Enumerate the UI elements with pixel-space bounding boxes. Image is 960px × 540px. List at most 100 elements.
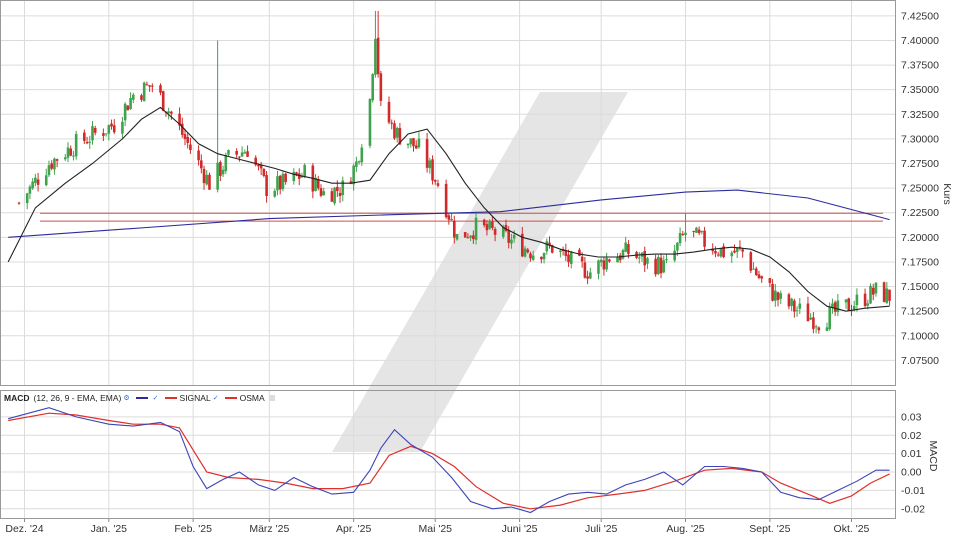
candle-body [72, 155, 75, 157]
candle-body [580, 256, 584, 262]
price-tick-label: 7.22500 [901, 207, 939, 219]
settings-icon[interactable]: ⚙ [123, 394, 130, 402]
candle-body [673, 250, 676, 261]
candle-body [412, 138, 415, 147]
candle-body [646, 258, 649, 264]
candle-body [806, 303, 810, 322]
candle-body [295, 172, 298, 176]
candle-body [564, 250, 568, 257]
candle-body [711, 248, 715, 252]
candle-body [47, 165, 51, 176]
candle-body [417, 138, 421, 148]
candle-body [637, 257, 641, 259]
candle-body [186, 137, 190, 143]
candle-body [303, 164, 306, 177]
candle-body [352, 165, 355, 185]
candle-body [521, 233, 524, 257]
candle-body [455, 233, 459, 240]
candle-body [844, 299, 848, 303]
candle-body [110, 123, 113, 127]
candle-body [738, 246, 742, 249]
check-icon[interactable]: ✓ [152, 394, 159, 402]
candle-body [714, 251, 717, 254]
candle-body [597, 260, 600, 274]
candle-body [809, 317, 812, 320]
check-icon[interactable]: ✓ [212, 394, 219, 402]
candle-body [719, 248, 723, 257]
candle-body [700, 231, 704, 233]
sma20-line [7, 106, 890, 312]
price-tick-label: 7.17500 [901, 256, 939, 268]
candle-body [703, 230, 706, 247]
panel-frames [0, 0, 896, 519]
candle-body [754, 268, 758, 275]
candle-body [885, 288, 889, 303]
candle-body [104, 133, 108, 135]
candle-body [66, 147, 70, 158]
candle-body [733, 250, 736, 253]
x-tick-label: Jan. '25 [91, 523, 128, 535]
sma200-line [8, 189, 890, 238]
candle-body [602, 260, 606, 270]
candle-body [695, 227, 698, 233]
candle-body [542, 253, 546, 260]
candle-body [148, 85, 151, 87]
candle-body [888, 289, 891, 301]
candle-body [360, 147, 364, 163]
candle-body [828, 307, 832, 330]
price-tick-label: 7.27500 [901, 158, 939, 170]
candle-body [493, 228, 497, 235]
candle-body [529, 253, 532, 259]
signal-line [8, 412, 890, 510]
candle-body [374, 38, 377, 75]
collapse-icon[interactable] [268, 394, 275, 401]
candle-body [259, 164, 263, 169]
candle-body [414, 145, 418, 149]
candle-body [659, 257, 663, 274]
candle-body [36, 179, 40, 185]
candle-body [504, 224, 508, 231]
candle-body [779, 293, 783, 299]
candle-body [183, 134, 187, 139]
macd-tick-label: -0.02 [901, 503, 925, 515]
candle-body [93, 128, 97, 133]
candle-body [357, 161, 361, 163]
price-tick-label: 7.10000 [901, 330, 939, 342]
candle-body [189, 144, 192, 151]
candle-body [795, 310, 799, 312]
candle-body [757, 274, 761, 278]
price-tick-label: 7.15000 [901, 281, 939, 293]
candle-body [17, 202, 21, 204]
macd-panel [8, 407, 890, 514]
candle-body [863, 293, 867, 306]
osma-legend-swatch [224, 396, 237, 399]
candle-body [526, 249, 530, 253]
candle-body [387, 101, 391, 123]
candle-body [681, 234, 685, 236]
candle-body [749, 252, 753, 271]
candle-body [776, 292, 780, 301]
candle-body [444, 183, 448, 218]
candle-body [833, 302, 837, 312]
candle-body [151, 85, 154, 87]
x-tick-label: Aug. '25 [666, 523, 704, 535]
candle-body [428, 160, 432, 169]
price-tick-label: 7.40000 [901, 35, 939, 47]
candle-body [741, 249, 744, 252]
macd-legend-label: MACD [4, 392, 30, 403]
candle-body [107, 125, 111, 134]
candle-body [752, 268, 755, 270]
candle-body [393, 123, 396, 139]
signal-legend-swatch [164, 396, 177, 399]
candle-body [349, 181, 353, 184]
candle-body [550, 245, 554, 253]
candle-body [63, 157, 67, 160]
candle-body [798, 303, 802, 309]
candle-body [453, 220, 456, 238]
candle-body [447, 215, 451, 220]
candle-body [31, 181, 34, 189]
candle-body [246, 151, 249, 157]
candle-body [507, 230, 511, 243]
candle-body [292, 171, 296, 182]
